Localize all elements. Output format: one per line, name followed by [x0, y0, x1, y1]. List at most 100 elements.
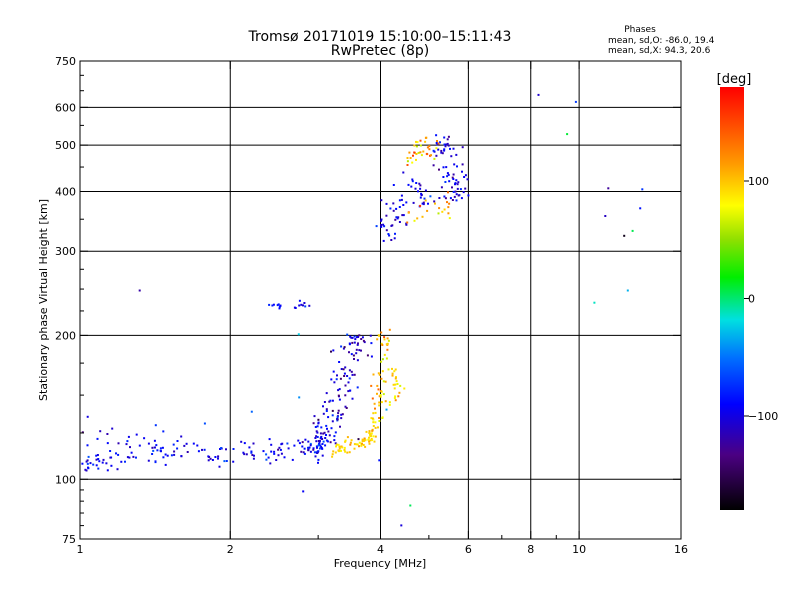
grid — [80, 61, 681, 539]
echo-point — [395, 376, 397, 379]
echo-point — [348, 369, 351, 372]
echo-point — [372, 425, 375, 427]
echo-point — [442, 176, 445, 178]
echo-point — [442, 166, 445, 169]
echo-point — [417, 151, 420, 154]
echo-point — [412, 154, 414, 157]
echo-point — [273, 452, 276, 455]
echo-point — [423, 197, 426, 200]
echo-point — [626, 289, 629, 292]
echo-point — [176, 440, 179, 442]
echo-point — [421, 202, 424, 205]
echo-point — [86, 462, 89, 465]
phases-o-stats: mean, sd,O: -86.0, 19.4 — [608, 36, 715, 46]
echo-point — [346, 451, 349, 454]
echo-point — [223, 460, 226, 463]
echo-point — [421, 215, 424, 218]
echo-point — [446, 138, 449, 141]
y-tick-label: 100 — [55, 473, 76, 486]
echo-point — [419, 184, 422, 187]
echo-point — [277, 454, 280, 457]
echo-point — [374, 435, 377, 438]
echo-point — [361, 442, 363, 445]
echo-point — [452, 147, 455, 150]
echo-point — [298, 442, 301, 445]
colorbar-ticks: 100 0 −100 — [744, 175, 778, 423]
echo-point — [109, 450, 112, 452]
echo-point — [265, 453, 268, 456]
echo-point — [345, 407, 348, 409]
echo-point — [342, 347, 345, 350]
echo-point — [173, 450, 176, 453]
echo-point — [400, 198, 403, 201]
echo-point — [344, 366, 347, 369]
echo-point — [85, 460, 88, 463]
echo-point — [338, 398, 341, 401]
echo-point — [447, 144, 450, 147]
echo-point — [344, 394, 347, 397]
echo-point — [329, 441, 332, 444]
echo-point — [353, 373, 356, 376]
echo-point — [341, 446, 344, 449]
x-tick-label: 2 — [227, 543, 234, 556]
echo-point — [313, 415, 316, 418]
colorbar: [deg] 100 0 −100 — [717, 72, 778, 510]
echo-point — [395, 207, 398, 210]
colorbar-tick-label: 0 — [748, 293, 755, 306]
echo-point — [353, 447, 356, 450]
echo-point — [95, 464, 98, 467]
echo-point — [407, 183, 410, 186]
echo-point — [185, 442, 188, 445]
echo-point — [273, 450, 276, 453]
echo-point — [443, 148, 446, 151]
echo-point — [329, 399, 332, 402]
echo-point — [370, 432, 373, 435]
echo-point — [278, 307, 281, 310]
x-axis: 1 2 4 6 8 10 16 — [77, 61, 688, 556]
echo-point — [332, 349, 335, 352]
echo-point — [180, 435, 183, 438]
echo-point — [338, 447, 341, 450]
echo-point — [437, 212, 440, 215]
echo-point — [347, 390, 350, 393]
echo-point — [402, 171, 405, 174]
echo-point — [447, 206, 450, 209]
x-tick-label: 10 — [572, 543, 586, 556]
echo-point — [372, 412, 375, 415]
echo-point — [278, 446, 281, 449]
echo-point — [419, 144, 422, 147]
echo-point — [427, 202, 429, 205]
echo-point — [323, 401, 326, 403]
echo-point — [419, 151, 422, 154]
echo-point — [382, 223, 385, 226]
echo-point — [183, 444, 186, 447]
echo-point — [426, 146, 429, 149]
echo-point — [124, 460, 126, 463]
echo-point — [374, 426, 377, 429]
echo-point — [449, 197, 452, 200]
colorbar-tick-label: 100 — [748, 175, 769, 188]
echo-point — [378, 373, 381, 376]
echo-point — [445, 143, 447, 146]
echo-point — [337, 394, 340, 397]
echo-point — [415, 182, 418, 184]
echo-point — [309, 442, 312, 445]
x-tick-label: 6 — [465, 543, 472, 556]
echo-point — [451, 186, 453, 189]
echo-point — [95, 458, 98, 461]
echo-point — [353, 335, 356, 338]
echo-point — [360, 349, 362, 352]
echo-point — [403, 387, 406, 390]
echo-point — [456, 165, 458, 168]
echo-point — [161, 446, 164, 449]
echo-point — [406, 164, 409, 166]
echo-point — [270, 443, 273, 446]
echo-point — [413, 144, 416, 147]
echo-point — [386, 342, 389, 345]
x-tick-label: 4 — [377, 543, 384, 556]
echo-point — [162, 456, 165, 459]
echo-point — [380, 218, 383, 221]
echo-point — [268, 303, 271, 306]
echo-point — [355, 348, 358, 351]
echo-point — [154, 424, 157, 427]
